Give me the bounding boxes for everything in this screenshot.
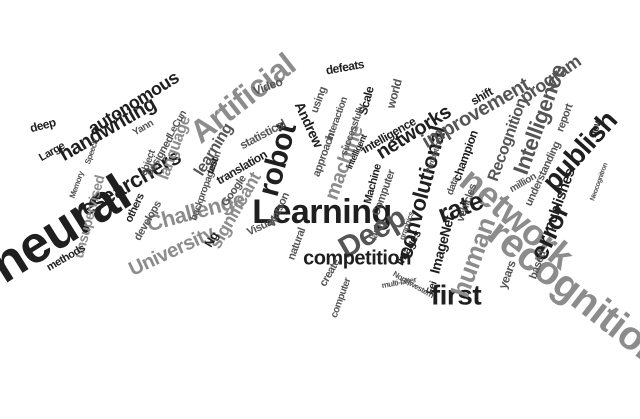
word-first: first bbox=[431, 279, 482, 310]
word-test: test bbox=[205, 156, 221, 176]
word-world: world bbox=[383, 78, 404, 111]
word-computer: computer bbox=[329, 276, 354, 319]
word-using: using bbox=[309, 85, 329, 114]
word-deep-small: deep bbox=[28, 115, 57, 135]
word-neocognitron: Neocognitron bbox=[589, 162, 609, 202]
word-learning-title: Learning bbox=[252, 193, 392, 231]
word-fei: Fei bbox=[425, 279, 440, 296]
word-competition: competition bbox=[303, 247, 411, 269]
word-report: report bbox=[554, 102, 575, 134]
word-imagenet: ImageNet bbox=[426, 213, 457, 275]
word-ng: Ng bbox=[201, 229, 221, 249]
word-defeats: defeats bbox=[325, 57, 366, 78]
word-years: years bbox=[496, 258, 519, 291]
